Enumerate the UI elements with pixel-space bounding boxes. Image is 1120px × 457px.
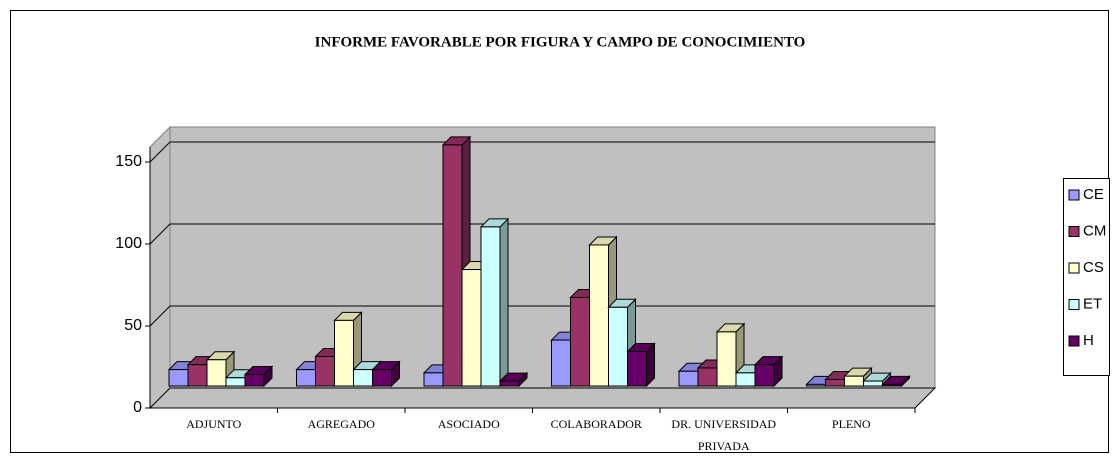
legend-swatch xyxy=(1068,226,1080,237)
bar xyxy=(479,217,510,388)
side-wall xyxy=(149,125,171,410)
floor xyxy=(148,387,937,409)
y-tick-label: 50 xyxy=(124,317,142,334)
bar xyxy=(243,365,274,388)
legend-label: H xyxy=(1083,332,1094,349)
bar xyxy=(881,375,911,388)
legend-swatch xyxy=(1068,262,1080,274)
grid-line xyxy=(149,305,935,327)
bar xyxy=(626,342,656,388)
legend-label: ET xyxy=(1083,295,1102,312)
x-tick-label: ADJUNTO xyxy=(186,417,242,431)
y-tick-label: 0 xyxy=(133,399,142,416)
x-tick-label: AGREGADO xyxy=(307,417,375,431)
y-tick-label: 100 xyxy=(115,235,142,252)
legend-swatch xyxy=(1068,189,1080,201)
grid-line xyxy=(149,141,935,163)
x-tick-label: ASOCIADO xyxy=(437,417,500,431)
chart-title: INFORME FAVORABLE POR FIGURA Y CAMPO DE … xyxy=(315,34,806,50)
x-tick-label: PLENO xyxy=(831,417,871,431)
grid-line xyxy=(149,223,935,245)
legend-label: CM xyxy=(1083,222,1106,239)
x-tick-label: COLABORADOR xyxy=(550,417,642,431)
legend-label: CE xyxy=(1083,186,1104,203)
x-tick-label: DR. UNIVERSIDAD PRIVADA xyxy=(671,417,777,453)
bar xyxy=(753,355,784,388)
legend-swatch xyxy=(1068,335,1080,347)
bar xyxy=(333,311,363,388)
legend-swatch xyxy=(1068,299,1080,310)
y-tick-label: 150 xyxy=(115,153,142,170)
legend-label: CS xyxy=(1083,259,1104,276)
bar xyxy=(498,371,529,388)
bar xyxy=(371,360,401,388)
